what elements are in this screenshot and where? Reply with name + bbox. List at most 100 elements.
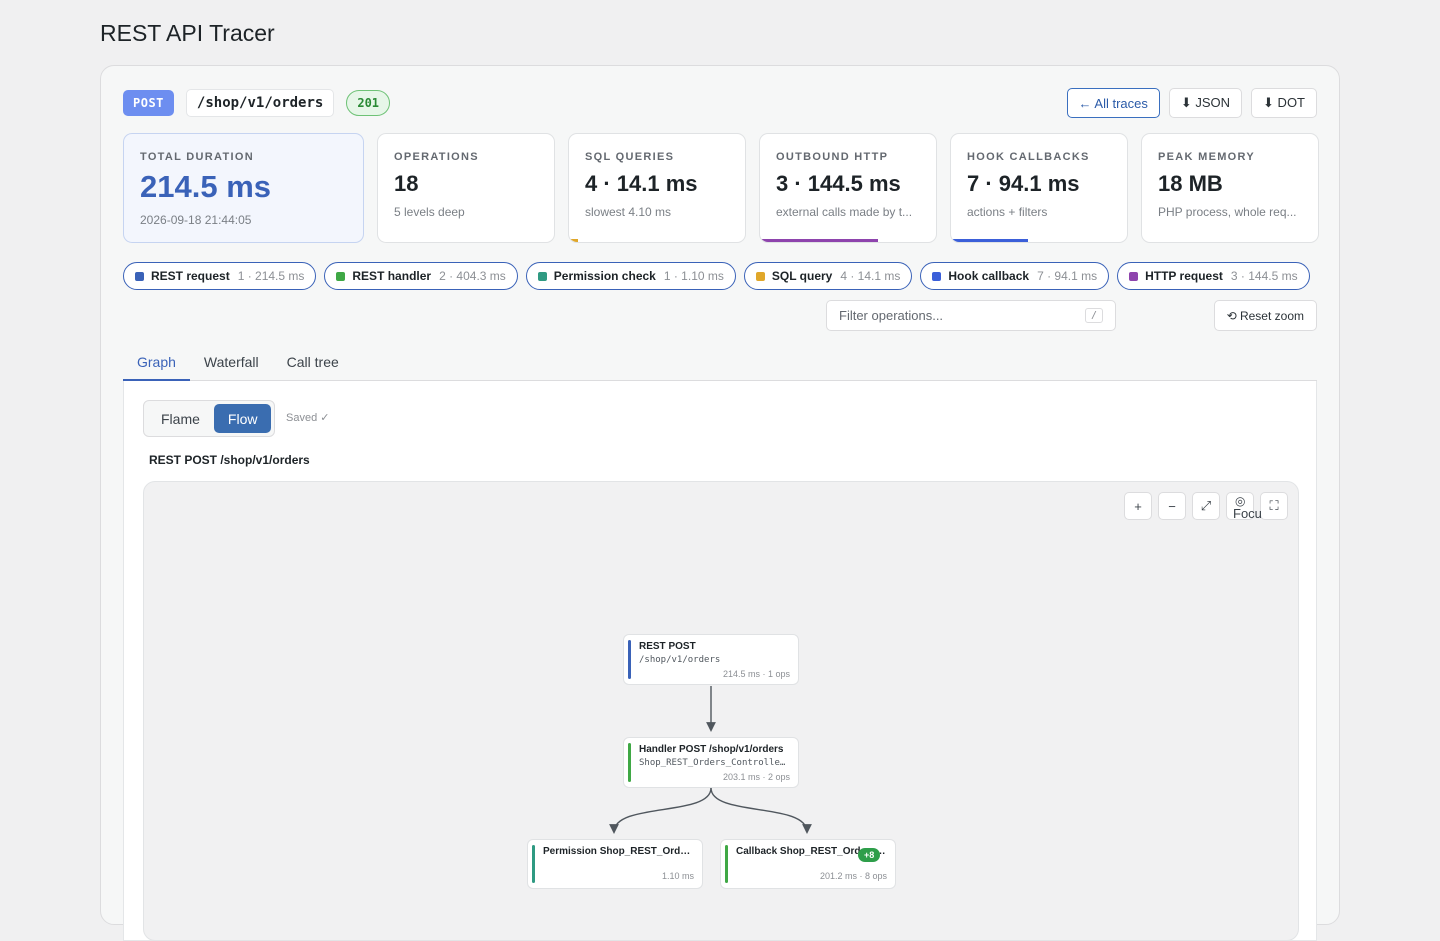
shortcut-key: / xyxy=(1084,308,1103,323)
graph-node-callback[interactable]: Callback Shop_REST_Orders_Controller::cr… xyxy=(720,839,896,889)
graph-node-permission[interactable]: Permission Shop_REST_Orders_Controller::… xyxy=(527,839,703,889)
chip-name: SQL query xyxy=(771,269,833,283)
graph-node-handler[interactable]: Handler POST /shop/v1/orders Shop_REST_O… xyxy=(623,737,799,788)
chip-name: REST request xyxy=(151,269,230,283)
fit-view-button[interactable]: ⤢ xyxy=(1192,492,1220,520)
node-meta: 1.10 ms xyxy=(661,871,694,881)
card-label: OUTBOUND HTTP xyxy=(776,151,889,163)
flow-graph-canvas[interactable]: + − ⤢ ◎ Focu ⛶ REST POST /shop/v1/orders… xyxy=(143,481,1299,941)
flame-flow-toggle: Flame Flow xyxy=(143,400,276,437)
export-json-button[interactable]: ⬇ JSON xyxy=(1168,88,1243,118)
color-swatch xyxy=(932,271,942,281)
filter-placeholder: Filter operations... xyxy=(839,308,944,323)
card-sub: 2026-09-18 21:44:05 xyxy=(140,213,252,227)
chip-http-request[interactable]: HTTP request 3 · 144.5 ms xyxy=(1117,262,1310,290)
view-tabs: Graph Waterfall Call tree xyxy=(123,344,1317,381)
card-label: SQL QUERIES xyxy=(585,151,675,163)
filter-operations-input[interactable]: Filter operations... / xyxy=(826,300,1116,331)
target-icon: ◎ xyxy=(1235,494,1246,508)
trace-panel: POST /shop/v1/orders 201 ← All traces ⬇ … xyxy=(100,65,1340,941)
chip-rest-handler[interactable]: REST handler 2 · 404.3 ms xyxy=(324,262,518,290)
card-operations: OPERATIONS 18 5 levels deep xyxy=(377,133,555,243)
card-total-duration: TOTAL DURATION 214.5 ms 2026-09-18 21:44… xyxy=(123,133,364,243)
node-title: REST POST xyxy=(639,641,696,652)
export-dot-button[interactable]: ⬇ DOT xyxy=(1251,88,1317,118)
graph-node-rest-post[interactable]: REST POST /shop/v1/orders 214.5 ms · 1 o… xyxy=(623,634,799,685)
route-label: /shop/v1/orders xyxy=(185,89,335,117)
node-accent xyxy=(725,845,728,883)
card-value: 3 · 144.5 ms xyxy=(776,171,901,196)
color-swatch xyxy=(336,271,346,281)
zoom-in-button[interactable]: + xyxy=(1124,492,1152,520)
card-sub: actions + filters xyxy=(967,205,1048,219)
color-swatch xyxy=(135,271,144,281)
tab-waterfall[interactable]: Waterfall xyxy=(203,354,259,370)
zoom-out-button[interactable]: − xyxy=(1158,492,1186,520)
chip-rest-request[interactable]: REST request 1 · 214.5 ms xyxy=(123,262,317,290)
card-peak-memory: PEAK MEMORY 18 MB PHP process, whole req… xyxy=(1141,133,1319,243)
node-title: Handler POST /shop/v1/orders xyxy=(639,744,784,755)
card-value: 214.5 ms xyxy=(140,169,271,204)
card-value: 18 MB xyxy=(1158,171,1223,196)
request-header: POST /shop/v1/orders 201 xyxy=(123,89,391,117)
graph-edges xyxy=(609,686,812,834)
chip-name: Hook callback xyxy=(948,269,1030,283)
card-sub: slowest 4.10 ms xyxy=(585,205,672,219)
fullscreen-button[interactable]: ⛶ xyxy=(1260,492,1288,520)
card-label: TOTAL DURATION xyxy=(140,151,254,163)
chip-meta: 3 · 144.5 ms xyxy=(1230,269,1298,283)
card-value: 4 · 14.1 ms xyxy=(585,171,698,196)
card-progress-bar xyxy=(569,239,578,242)
card-label: HOOK CALLBACKS xyxy=(967,151,1090,163)
chip-hook-callback[interactable]: Hook callback 7 · 94.1 ms xyxy=(920,262,1110,290)
header-actions: ← All traces ⬇ JSON ⬇ DOT xyxy=(1066,88,1317,118)
node-subtitle: Shop_REST_Orders_Controller::create_item xyxy=(639,758,790,768)
card-label: PEAK MEMORY xyxy=(1158,151,1256,163)
card-label: OPERATIONS xyxy=(394,151,479,163)
node-meta: 203.1 ms · 2 ops xyxy=(722,772,790,782)
color-swatch xyxy=(755,271,765,281)
card-progress-bar xyxy=(951,239,1029,242)
node-accent xyxy=(628,743,631,782)
card-sub: external calls made by t... xyxy=(776,205,913,219)
focus-button[interactable]: ◎ Focu xyxy=(1226,492,1262,520)
reset-zoom-button[interactable]: ⟲ Reset zoom xyxy=(1213,300,1317,331)
node-meta: 214.5 ms · 1 ops xyxy=(722,669,790,679)
operation-type-chips: REST request 1 · 214.5 ms REST handler 2 ·… xyxy=(123,262,1310,290)
chip-sql-query[interactable]: SQL query 4 · 14.1 ms xyxy=(743,262,913,290)
focus-label: Focu xyxy=(1233,506,1262,521)
card-value: 7 · 94.1 ms xyxy=(967,171,1080,196)
collapsed-children-badge[interactable]: +8 xyxy=(858,848,881,862)
status-badge: 201 xyxy=(346,90,391,116)
summary-cards: TOTAL DURATION 214.5 ms 2026-09-18 21:44… xyxy=(123,133,1319,243)
node-accent xyxy=(628,640,631,679)
card-outbound-http: OUTBOUND HTTP 3 · 144.5 ms external call… xyxy=(759,133,937,243)
graph-tab-content: Flame Flow Saved ✓ REST POST /shop/v1/or… xyxy=(123,381,1317,941)
node-title: Permission Shop_REST_Orders_Controller::… xyxy=(543,846,694,857)
all-traces-button[interactable]: ← All traces xyxy=(1066,88,1160,118)
card-progress-bar xyxy=(760,239,878,242)
chip-name: Permission check xyxy=(553,269,656,283)
chip-meta: 1 · 214.5 ms xyxy=(237,269,305,283)
chip-permission-check[interactable]: Permission check 1 · 1.10 ms xyxy=(525,262,736,290)
method-badge: POST xyxy=(123,90,174,116)
node-subtitle: /shop/v1/orders xyxy=(639,655,721,665)
graph-title: REST POST /shop/v1/orders xyxy=(149,453,310,467)
page-title: REST API Tracer xyxy=(100,20,275,46)
node-meta: 201.2 ms · 8 ops xyxy=(819,871,887,881)
saved-indicator: Saved ✓ xyxy=(286,412,330,424)
edge-handler-callback xyxy=(710,787,812,834)
tab-graph[interactable]: Graph xyxy=(123,344,190,381)
card-sub: PHP process, whole req... xyxy=(1158,205,1297,219)
edge-handler-permission xyxy=(609,787,712,834)
card-sql-queries: SQL QUERIES 4 · 14.1 ms slowest 4.10 ms xyxy=(568,133,746,243)
tab-call-tree[interactable]: Call tree xyxy=(286,354,339,370)
color-swatch xyxy=(1129,271,1139,281)
chip-name: HTTP request xyxy=(1145,269,1223,283)
chip-meta: 7 · 94.1 ms xyxy=(1037,269,1098,283)
card-hook-callbacks: HOOK CALLBACKS 7 · 94.1 ms actions + fil… xyxy=(950,133,1128,243)
card-sub: 5 levels deep xyxy=(394,205,465,219)
flame-button[interactable]: Flame xyxy=(161,410,200,427)
chip-meta: 4 · 14.1 ms xyxy=(840,269,901,283)
flow-button[interactable]: Flow xyxy=(213,404,272,433)
